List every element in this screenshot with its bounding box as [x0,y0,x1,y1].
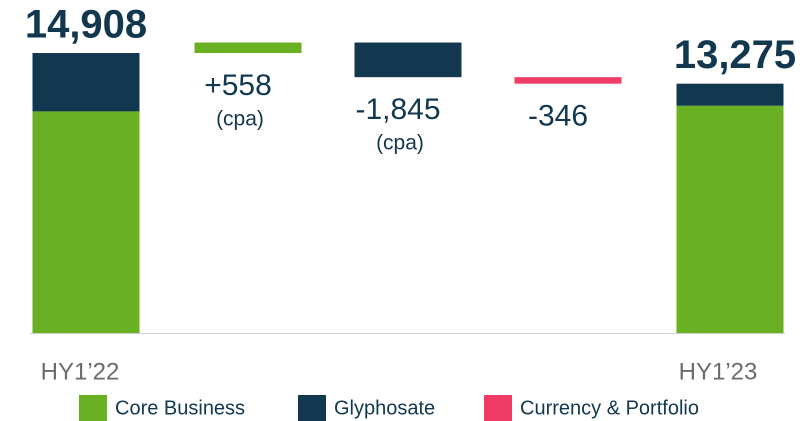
value-label: -1,845 [355,93,440,126]
annotation: (cpa) [376,132,424,155]
bar-segment [32,53,140,112]
legend-label: Glyphosate [334,397,435,419]
legend-label: Core Business [115,397,245,419]
x-tick-label: HY1’23 [679,358,758,385]
legend-swatch [79,395,107,421]
x-tick-label: HY1’22 [41,358,120,385]
bar-segment [32,111,140,333]
total-label: 14,908 [25,3,147,47]
bar-step [514,77,622,84]
bar-step [354,42,462,78]
legend-label: Currency & Portfolio [520,397,699,419]
bar-segment [676,105,784,333]
annotation: (cpa) [216,108,264,131]
legend-swatch [298,395,326,421]
value-label: +558 [204,69,272,102]
bar-step [194,42,302,54]
bar-segment [676,83,784,106]
legend-swatch [484,395,512,421]
total-label: 13,275 [674,33,796,77]
value-label: -346 [528,100,588,133]
